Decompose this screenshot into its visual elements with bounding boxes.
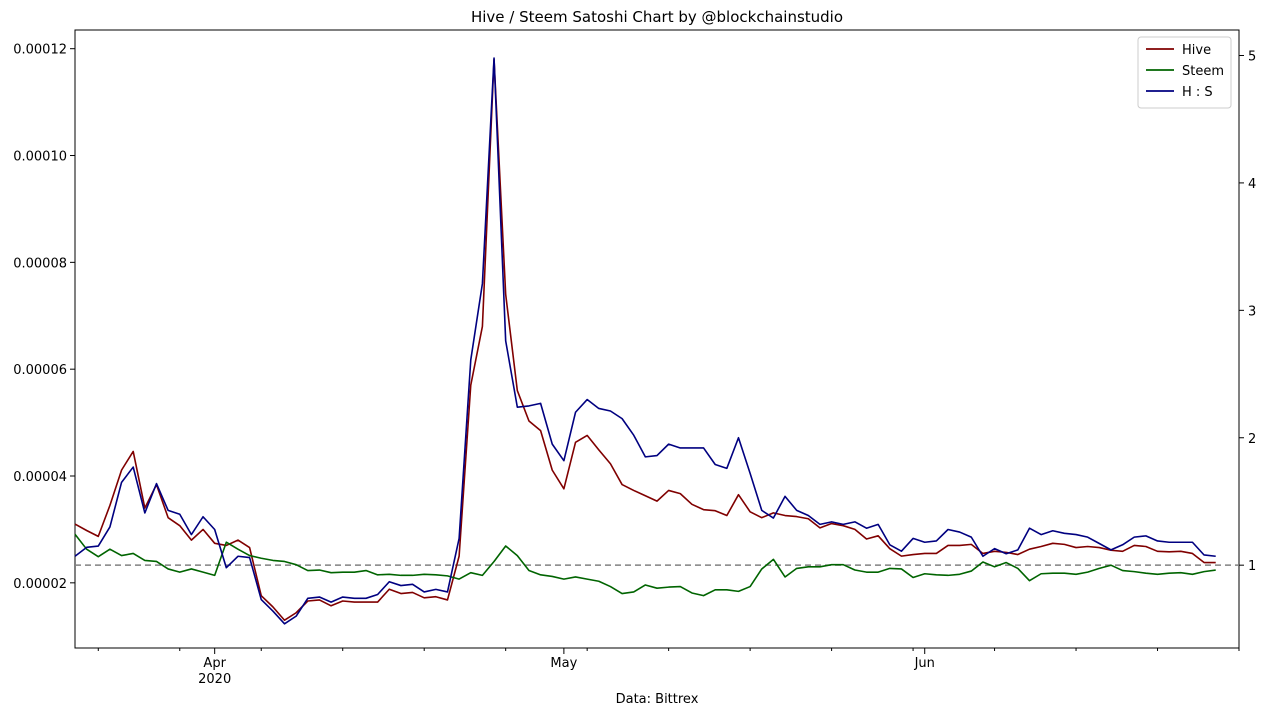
y-right-tick-label: 3 (1248, 304, 1256, 319)
legend-label: Steem (1182, 64, 1224, 79)
x-axis-label: Data: Bittrex (616, 692, 699, 707)
y-right-tick-label: 1 (1248, 559, 1256, 574)
y-right-tick-label: 2 (1248, 432, 1256, 447)
legend-label: H : S (1182, 85, 1213, 100)
series-line-h-s (74, 57, 1216, 625)
series-line-hive (74, 58, 1216, 622)
y-left-tick-label: 0.00010 (13, 150, 67, 165)
x-tick-sublabel: 2020 (198, 672, 231, 687)
y-left-tick-label: 0.00002 (13, 577, 67, 592)
x-tick-label: May (550, 656, 577, 671)
legend: Hive Steem H : S (1137, 36, 1232, 109)
chart-title: Hive / Steem Satoshi Chart by @blockchai… (471, 8, 843, 26)
plot-frame (74, 29, 1240, 649)
y-left-tick-label: 0.00012 (13, 43, 67, 58)
y-left-tick-label: 0.00006 (13, 363, 67, 378)
legend-label: Hive (1182, 43, 1211, 58)
right-axis: 1 2 3 4 5 (1239, 49, 1256, 574)
x-tick-label: Apr (203, 656, 226, 671)
y-left-tick-label: 0.00004 (13, 470, 67, 485)
series-line-steem (74, 533, 1216, 597)
y-left-tick-label: 0.00008 (13, 256, 67, 271)
x-tick-label: Jun (914, 656, 935, 671)
y-right-tick-label: 5 (1248, 49, 1256, 64)
y-right-tick-label: 4 (1248, 177, 1256, 192)
series-layer (74, 57, 1216, 625)
left-axis: 0.00002 0.00004 0.00006 0.00008 0.00010 0.000… (13, 43, 75, 592)
